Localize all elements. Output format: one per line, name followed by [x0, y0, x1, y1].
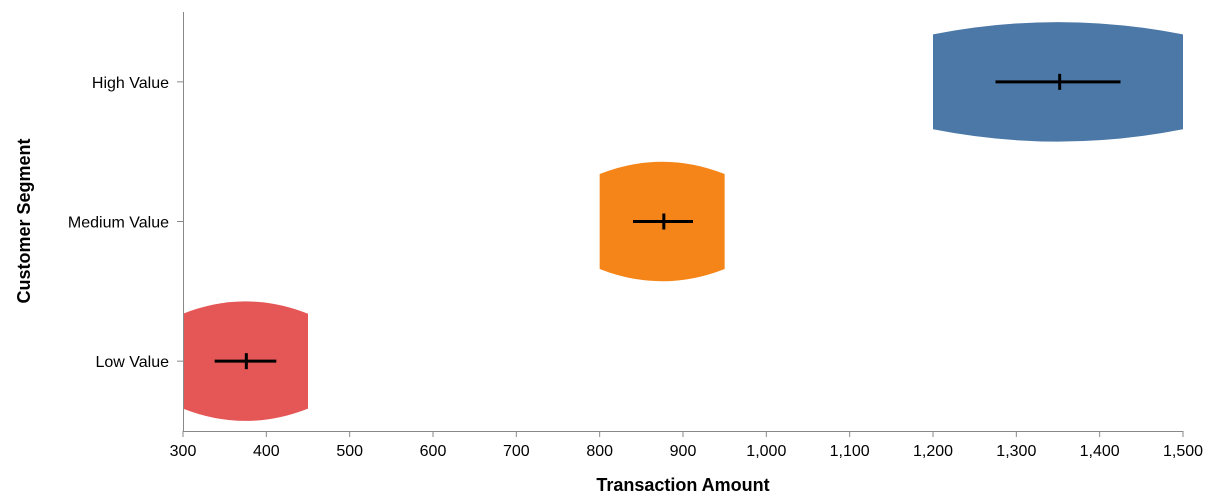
x-tick-label: 600 — [420, 443, 447, 460]
x-tick-label: 800 — [586, 443, 613, 460]
x-tick-label: 700 — [503, 443, 530, 460]
x-tick-label: 1,200 — [913, 443, 953, 460]
error-bar-layer — [214, 73, 1121, 370]
x-tick-label: 1,000 — [746, 443, 786, 460]
y-tick-label: Medium Value — [68, 215, 169, 232]
x-axis: 300 400 500 600 700 800 900 1,000 1,100 1,200 1,30… — [170, 431, 1203, 460]
x-tick-label: 300 — [170, 443, 197, 460]
y-axis-title: Customer Segment — [14, 138, 34, 303]
x-tick-label: 1,500 — [1163, 443, 1203, 460]
y-tick-label: High Value — [92, 75, 169, 92]
x-tick-label: 1,100 — [830, 443, 870, 460]
x-tick-label: 1,300 — [996, 443, 1036, 460]
y-tick-label: Low Value — [95, 354, 169, 371]
x-axis-title: Transaction Amount — [596, 475, 769, 495]
y-axis: High Value Medium Value Low Value — [68, 12, 184, 431]
x-tick-label: 900 — [670, 443, 697, 460]
x-tick-label: 400 — [253, 443, 280, 460]
x-tick-label: 1,400 — [1080, 443, 1120, 460]
x-tick-label: 500 — [336, 443, 363, 460]
